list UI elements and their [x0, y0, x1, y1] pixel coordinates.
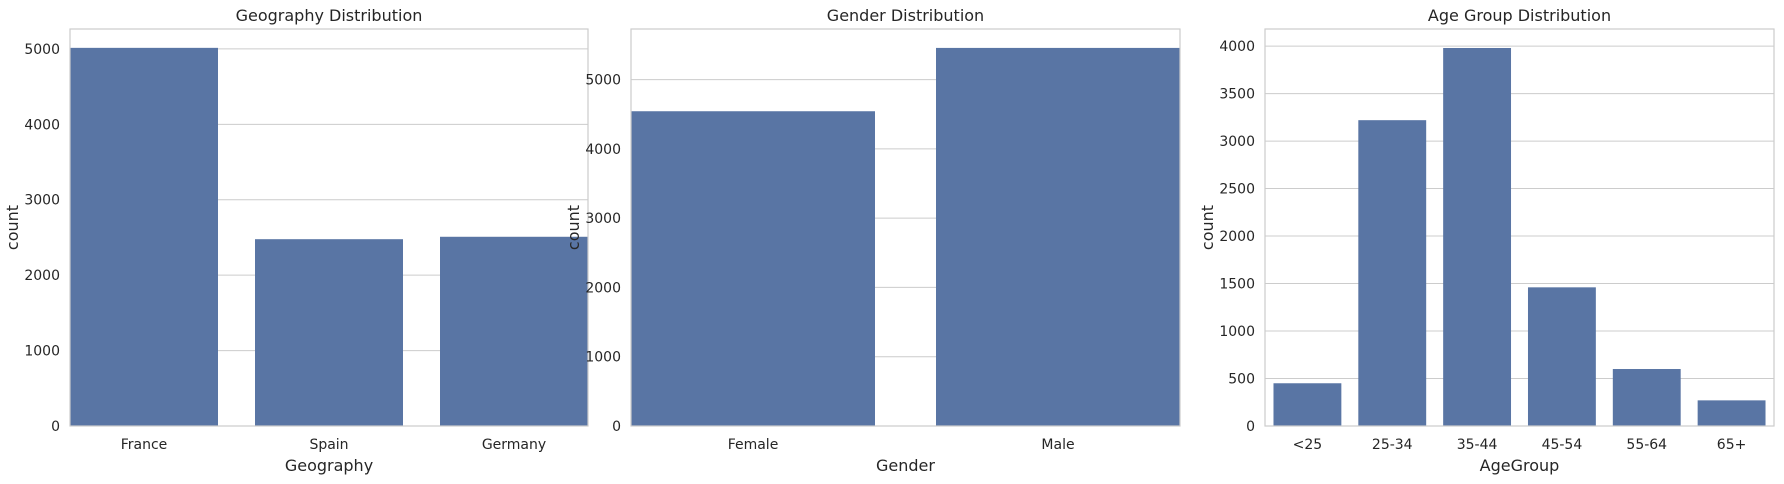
y-tick-label: 1000: [24, 344, 60, 360]
x-tick-label: <25: [1293, 437, 1323, 453]
y-tick-label: 4000: [585, 142, 621, 158]
x-tick-label: Male: [1041, 437, 1074, 453]
y-tick-label: 2000: [1219, 229, 1255, 245]
x-tick-label: 55-64: [1626, 437, 1667, 453]
chart-title: Age Group Distribution: [1428, 6, 1611, 25]
x-tick-label: 25-34: [1372, 437, 1413, 453]
y-tick-label: 2000: [585, 280, 621, 296]
y-tick-label: 2500: [1219, 182, 1255, 198]
chart-1: 0 1000 2000 3000 4000 5000 France Spain Germany G…: [3, 6, 589, 475]
x-tick-label: 35-44: [1457, 437, 1498, 453]
bar-2: [936, 47, 1180, 426]
bar-3: [1443, 47, 1512, 427]
bar-2: [255, 239, 403, 426]
bar-1: [70, 47, 218, 426]
bar-2: [1358, 120, 1427, 426]
bar-1: [631, 111, 875, 426]
x-tick-label: France: [121, 437, 168, 453]
x-axis-label: Gender: [876, 456, 935, 475]
y-tick-label: 5000: [24, 42, 60, 58]
y-axis-label: count: [1198, 205, 1217, 250]
x-tick-label: Spain: [309, 437, 348, 453]
bar-4: [1527, 287, 1596, 426]
x-tick-label: 45-54: [1542, 437, 1583, 453]
axes-frame: [630, 28, 1181, 427]
chart-title: Gender Distribution: [827, 6, 984, 25]
y-tick-label: 1000: [1219, 324, 1255, 340]
y-tick-label: 5000: [585, 73, 621, 89]
y-tick-label: 4000: [24, 117, 60, 133]
x-tick-label: Germany: [482, 437, 546, 453]
axes-frame: [69, 28, 589, 427]
x-axis-label: Geography: [285, 456, 373, 475]
chart-title: Geography Distribution: [236, 6, 423, 25]
bar-6: [1697, 400, 1766, 426]
y-tick-label: 1000: [585, 350, 621, 366]
y-axis-label: count: [3, 205, 22, 250]
y-tick-label: 4000: [1219, 39, 1255, 55]
y-tick-label: 0: [51, 419, 60, 435]
y-tick-label: 3000: [585, 211, 621, 227]
bar-5: [1612, 369, 1681, 426]
y-tick-label: 500: [1228, 372, 1255, 388]
y-tick-label: 2000: [24, 268, 60, 284]
y-tick-label: 3500: [1219, 87, 1255, 103]
x-tick-label: Female: [728, 437, 779, 453]
chart-2: 0 1000 2000 3000 4000 5000 Female Male Gender Di…: [564, 6, 1181, 475]
axes-frame: [1264, 28, 1775, 427]
y-axis-label: count: [564, 205, 583, 250]
y-tick-label: 0: [1246, 419, 1255, 435]
y-tick-label: 1500: [1219, 277, 1255, 293]
x-axis-label: AgeGroup: [1480, 456, 1560, 475]
x-tick-label: 65+: [1717, 437, 1747, 453]
y-tick-label: 0: [612, 419, 621, 435]
bar-1: [1273, 383, 1342, 426]
bar-3: [440, 236, 588, 426]
chart-3: 0 500 1000 1500 2000 2500 3000 3500 4000 <25 25-34…: [1198, 6, 1775, 475]
y-tick-label: 3000: [24, 193, 60, 209]
y-tick-label: 3000: [1219, 134, 1255, 150]
